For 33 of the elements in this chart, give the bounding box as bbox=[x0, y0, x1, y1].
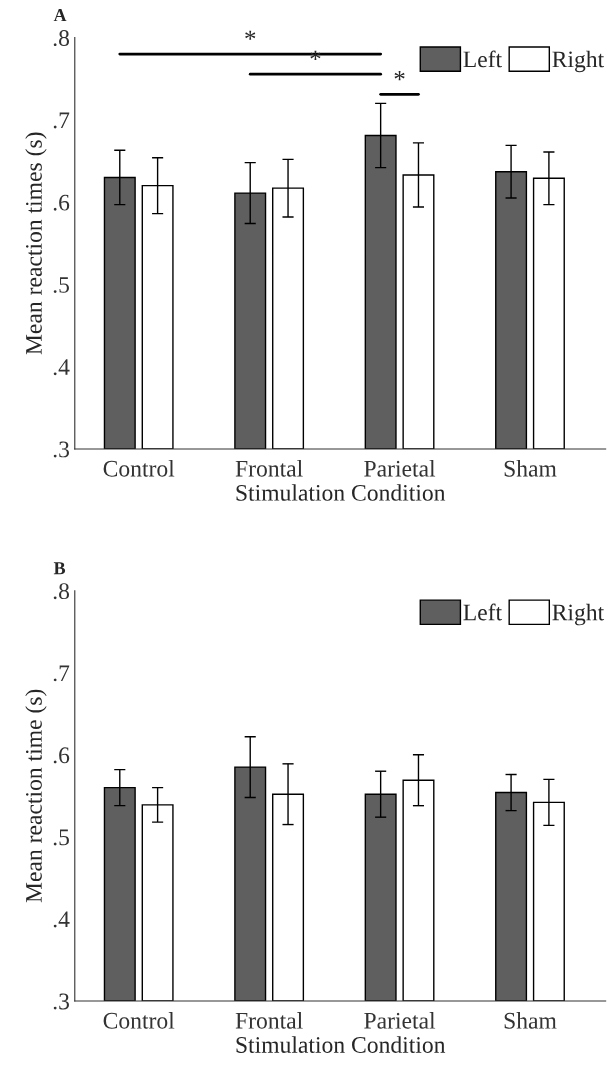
x-tick-label: Frontal bbox=[235, 460, 303, 477]
x-axis-title: Stimulation Condition bbox=[236, 1036, 446, 1053]
y-tick-label: .5 bbox=[53, 829, 69, 846]
y-tick-label: .5 bbox=[53, 277, 69, 293]
y-tick-label: .8 bbox=[53, 583, 70, 600]
annotation: * bbox=[310, 50, 321, 61]
y-tick-label: .4 bbox=[53, 911, 70, 928]
x-tick-label: Control bbox=[103, 1012, 175, 1029]
legend-label: Left bbox=[463, 603, 502, 621]
y-tick-label: .4 bbox=[53, 359, 70, 376]
legend-label: Right bbox=[552, 50, 605, 73]
y-tick-label: .8 bbox=[53, 30, 70, 47]
y-axis-title: Mean reaction time (s) bbox=[25, 689, 47, 903]
x-tick-label: Parietal bbox=[364, 460, 436, 477]
x-tick-label: Sham bbox=[504, 460, 557, 477]
x-axis-title: Stimulation Condition bbox=[236, 484, 446, 501]
annotation: * bbox=[245, 30, 256, 40]
y-tick-label: .7 bbox=[53, 112, 70, 129]
y-tick-label: .3 bbox=[53, 441, 69, 458]
x-tick-label: Control bbox=[103, 460, 175, 477]
y-axis-title: Mean reaction times (s) bbox=[25, 132, 47, 355]
y-tick-label: .3 bbox=[53, 993, 69, 1010]
legend-label: Left bbox=[463, 50, 502, 68]
y-tick-label: .6 bbox=[53, 194, 70, 211]
x-tick-label: Sham bbox=[504, 1012, 557, 1029]
chart-title: A bbox=[53, 9, 67, 22]
y-tick-label: .6 bbox=[53, 747, 70, 764]
annotation: * bbox=[394, 71, 405, 81]
x-tick-label: Frontal bbox=[235, 1012, 303, 1029]
x-tick-label: Parietal bbox=[364, 1012, 436, 1029]
legend-label: Right bbox=[552, 603, 605, 626]
chart-title: B bbox=[53, 562, 66, 575]
y-tick-label: .7 bbox=[53, 665, 70, 682]
